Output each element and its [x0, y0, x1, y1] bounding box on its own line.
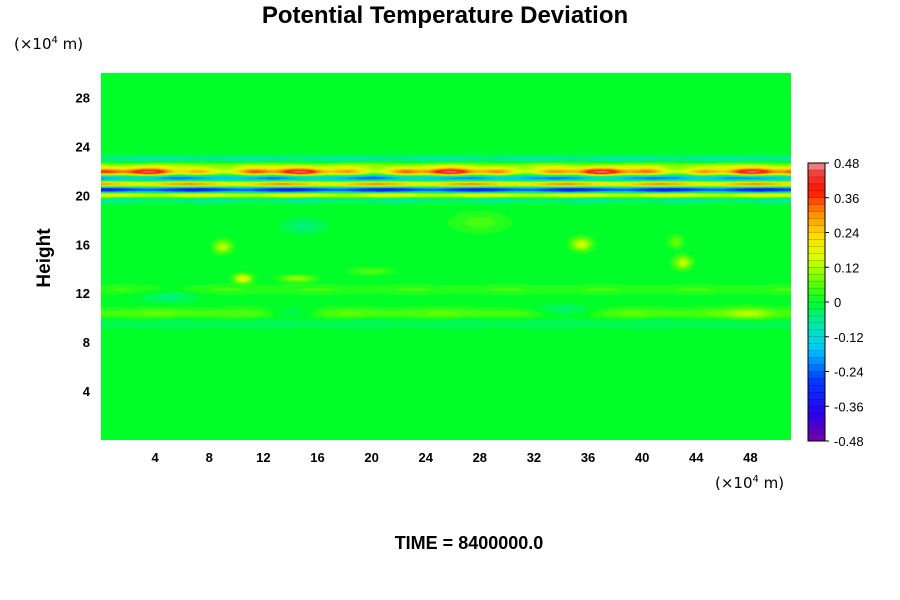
- chart-title: Potential Temperature Deviation: [262, 2, 628, 29]
- x-tick-label: 12: [256, 450, 270, 465]
- colorbar-cell: [808, 343, 825, 351]
- x-tick-label: 28: [473, 450, 487, 465]
- colorbar-tick-label: -0.36: [834, 399, 864, 414]
- colorbar-cell: [808, 322, 825, 331]
- x-tick-label: 48: [743, 450, 757, 465]
- colorbar-cell: [808, 378, 825, 386]
- colorbar-cell: [808, 336, 825, 344]
- x-axis-unit-base: (×10: [715, 474, 753, 492]
- y-tick-label: 8: [83, 335, 90, 350]
- y-tick-label: 20: [76, 188, 90, 203]
- y-axis-unit-suffix: m): [58, 35, 83, 53]
- colorbar-cell: [808, 204, 825, 212]
- colorbar-cell: [808, 281, 825, 289]
- colorbar-cell: [808, 406, 825, 414]
- colorbar-cell: [808, 329, 825, 338]
- colorbar-tick-label: 0: [834, 295, 841, 310]
- x-tick-label: 40: [635, 450, 649, 465]
- y-tick-label: 28: [76, 90, 90, 105]
- y-tick-label: 12: [76, 286, 90, 301]
- x-tick-label: 20: [364, 450, 378, 465]
- x-tick-label: 44: [689, 450, 704, 465]
- colorbar-cell: [808, 288, 825, 296]
- heatmap-plot-area: [101, 73, 791, 440]
- colorbar-cell: [808, 399, 825, 407]
- colorbar-cell: [808, 413, 825, 421]
- x-tick-label: 24: [418, 450, 433, 465]
- x-tick-label: 4: [152, 450, 160, 465]
- colorbar-cell: [808, 197, 825, 205]
- colorbar-cell: [808, 253, 825, 261]
- colorbar-cell: [808, 315, 825, 324]
- colorbar-tick-label: -0.12: [834, 330, 864, 345]
- colorbar-cell: [808, 267, 825, 275]
- x-tick-label: 16: [310, 450, 324, 465]
- colorbar-cell: [808, 385, 825, 393]
- heatmap-image: [101, 73, 791, 440]
- colorbar-cell: [808, 308, 825, 317]
- colorbar-cell: [808, 295, 825, 303]
- colorbar-cell: [808, 176, 825, 185]
- colorbar-tick-label: -0.24: [834, 365, 864, 380]
- colorbar-cell: [808, 239, 825, 247]
- y-tick-label: 16: [76, 237, 90, 252]
- colorbar-tick-label: 0.24: [834, 226, 859, 241]
- y-tick-label: 4: [83, 384, 91, 399]
- y-tick-label: 24: [76, 139, 91, 154]
- colorbar-cell: [808, 232, 825, 240]
- y-axis-unit-exponent: 4: [52, 35, 58, 46]
- x-axis-ticks: 4 8 12 16 20 24 28 32 36 40 44 48: [152, 450, 758, 465]
- colorbar-cell: [808, 357, 825, 365]
- colorbar-cell: [808, 302, 825, 310]
- colorbar-cell: [808, 420, 825, 428]
- colorbar-cell: [808, 427, 825, 435]
- colorbar-cell: [808, 364, 825, 372]
- colorbar-cell: [808, 434, 825, 442]
- y-axis-ticks: 4 8 12 16 20 24 28: [76, 90, 91, 399]
- x-axis-unit-suffix: m): [759, 474, 784, 492]
- colorbar-cell: [808, 183, 825, 192]
- time-label: TIME = 8400000.0: [395, 533, 544, 553]
- colorbar-cell: [808, 225, 825, 233]
- colorbar-tick-label: 0.36: [834, 191, 859, 206]
- colorbar-tick-labels: 0.48 0.36 0.24 0.12 0 -0.12 -0.24 -0.36 -0.48: [825, 156, 864, 449]
- colorbar-cell: [808, 169, 825, 178]
- colorbar: [807, 162, 826, 442]
- colorbar-tick-label: -0.48: [834, 434, 864, 449]
- colorbar-cell: [808, 211, 825, 219]
- y-axis-unit-base: (×10: [14, 35, 52, 53]
- x-tick-label: 36: [581, 450, 595, 465]
- colorbar-cell: [808, 218, 825, 226]
- y-axis-label: Height: [34, 228, 55, 288]
- colorbar-cell: [808, 274, 825, 282]
- x-tick-label: 32: [527, 450, 541, 465]
- y-axis-unit: (×104 m): [14, 35, 83, 53]
- colorbar-cell: [808, 260, 825, 268]
- x-axis-unit-exponent: 4: [753, 474, 759, 485]
- colorbar-cell: [808, 190, 825, 199]
- colorbar-cell: [808, 392, 825, 400]
- colorbar-cell: [808, 246, 825, 254]
- colorbar-cell: [808, 350, 825, 358]
- x-axis-unit: (×104 m): [715, 474, 784, 492]
- colorbar-tick-label: 0.48: [834, 156, 859, 171]
- colorbar-tick-label: 0.12: [834, 260, 859, 275]
- x-tick-label: 8: [206, 450, 213, 465]
- colorbar-cell: [808, 371, 825, 379]
- colorbar-cell: [808, 163, 825, 171]
